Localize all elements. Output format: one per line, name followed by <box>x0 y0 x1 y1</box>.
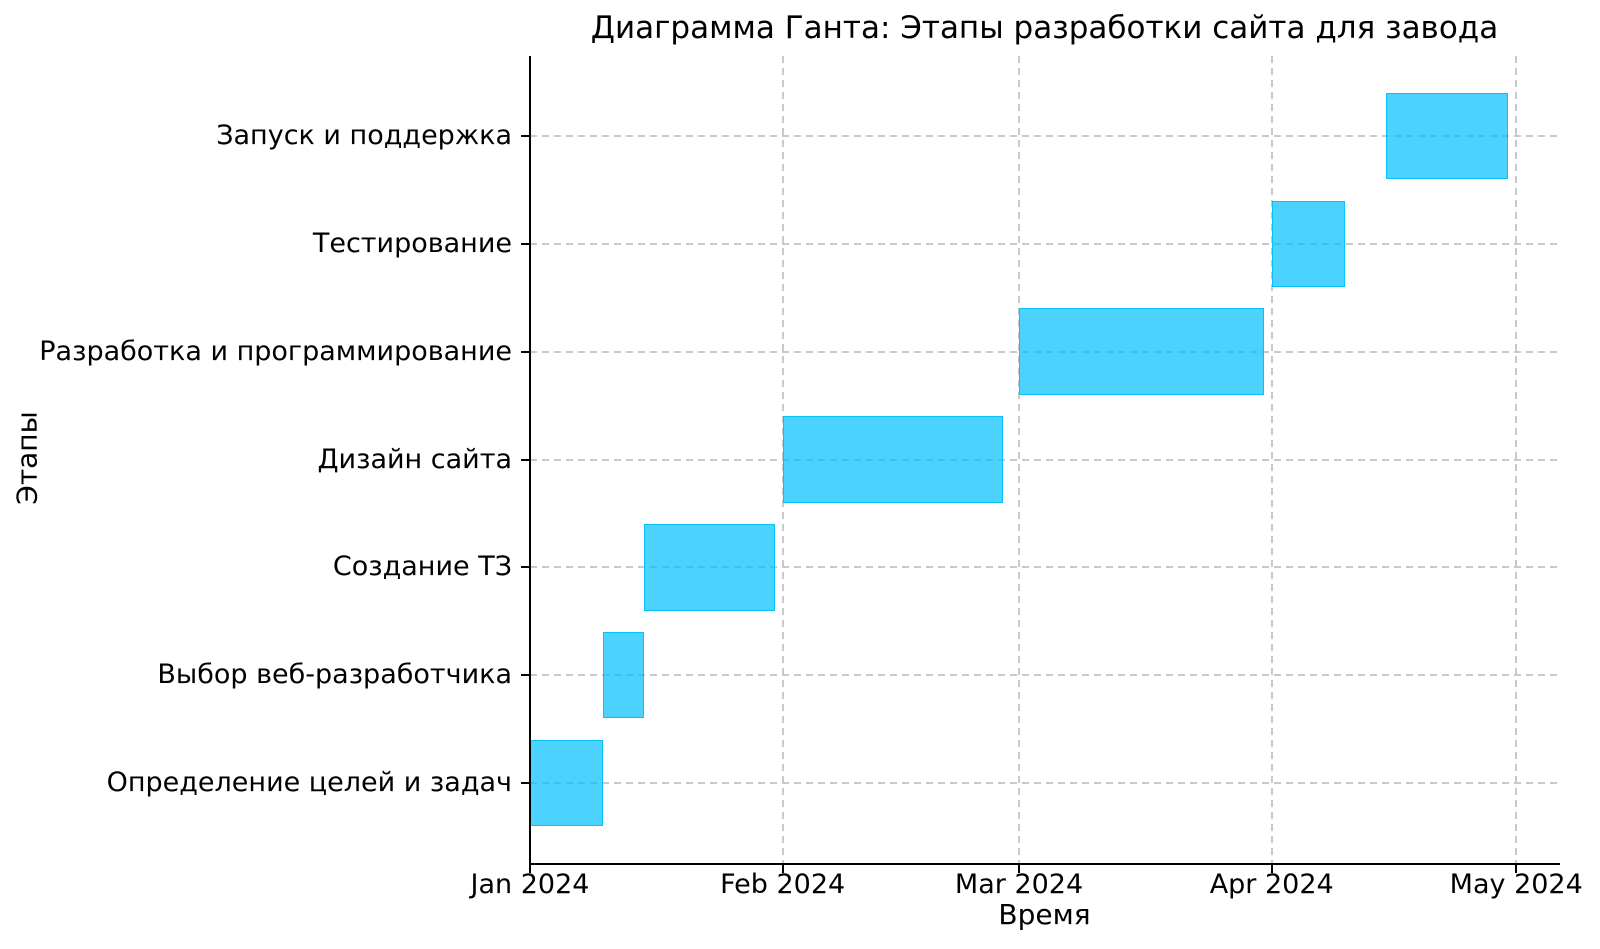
x-tick-mark <box>1018 865 1021 873</box>
y-tick-label: Дизайн сайта <box>317 443 512 475</box>
y-tick-mark <box>521 782 529 785</box>
gantt-bar <box>782 416 1003 503</box>
x-tick-label: Mar 2024 <box>954 869 1084 900</box>
chart-title: Диаграмма Ганта: Этапы разработки сайта … <box>590 10 1499 46</box>
y-tick-mark <box>521 674 529 677</box>
y-tick-label: Выбор веб-разработчика <box>157 659 512 691</box>
h-gridline <box>530 782 1557 785</box>
x-tick-mark <box>1270 865 1273 873</box>
x-tick-label: Jan 2024 <box>470 869 590 900</box>
v-gridline <box>1515 56 1518 863</box>
h-gridline <box>530 566 1557 569</box>
y-tick-label: Определение целей и задач <box>106 767 512 799</box>
y-tick-mark <box>521 566 529 569</box>
v-gridline <box>1018 56 1021 863</box>
h-gridline <box>530 134 1557 137</box>
plot-area <box>530 56 1557 863</box>
x-tick-mark <box>529 865 531 873</box>
x-tick-label: May 2024 <box>1449 869 1583 900</box>
y-axis-spine <box>529 56 531 865</box>
x-tick-label: Apr 2024 <box>1209 869 1334 900</box>
y-tick-mark <box>521 458 529 461</box>
v-gridline <box>1270 56 1273 863</box>
gantt-bar <box>603 632 645 719</box>
h-gridline <box>530 242 1557 245</box>
gantt-bar <box>644 524 775 611</box>
gantt-bar <box>530 740 604 827</box>
x-tick-label: Feb 2024 <box>720 869 846 900</box>
gantt-bar <box>1385 92 1509 179</box>
x-axis-label: Время <box>998 898 1091 931</box>
h-gridline <box>530 458 1557 461</box>
y-tick-mark <box>521 242 529 245</box>
y-axis-label: Этапы <box>10 411 44 505</box>
y-tick-mark <box>521 350 529 353</box>
gantt-bar <box>1019 308 1264 395</box>
y-tick-label: Запуск и поддержка <box>216 119 512 151</box>
x-tick-mark <box>781 865 784 873</box>
y-tick-mark <box>521 134 529 137</box>
y-tick-label: Тестирование <box>312 227 512 259</box>
y-tick-label: Создание ТЗ <box>332 551 512 583</box>
y-tick-label: Разработка и программирование <box>39 335 512 367</box>
gantt-bar <box>1271 200 1346 287</box>
h-gridline <box>530 674 1557 677</box>
x-axis-spine <box>529 863 1560 865</box>
x-tick-mark <box>1515 865 1518 873</box>
